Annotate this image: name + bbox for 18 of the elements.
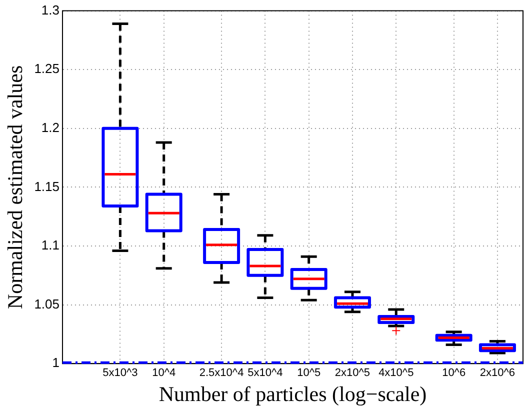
y-tick-label: 1.1 bbox=[41, 238, 60, 253]
y-tick-label: 1.05 bbox=[34, 296, 60, 312]
x-axis-title: Number of particles (log−scale) bbox=[158, 382, 427, 406]
x-tick-label: 10^6 bbox=[442, 367, 466, 380]
x-tick-label: 2x10^6 bbox=[480, 367, 516, 380]
x-tick-label: 4x10^5 bbox=[378, 367, 414, 380]
y-tick-label: 1.25 bbox=[34, 61, 60, 76]
x-tick-label: 2x10^5 bbox=[334, 367, 370, 380]
y-axis-title: Normalized estimated values bbox=[3, 65, 28, 310]
y-tick-label: 1 bbox=[52, 355, 60, 370]
y-tick-label: 1.2 bbox=[41, 120, 60, 135]
y-tick-label: 1.3 bbox=[41, 2, 60, 18]
x-tick-label: 5x10^4 bbox=[248, 367, 283, 380]
x-tick-label: 5x10^3 bbox=[102, 367, 138, 380]
x-tick-label: 10^5 bbox=[297, 367, 321, 380]
x-tick-label: 10^4 bbox=[152, 367, 176, 380]
y-tick-label: 1.15 bbox=[34, 178, 60, 194]
x-tick-label: 2.5x10^4 bbox=[199, 367, 244, 380]
